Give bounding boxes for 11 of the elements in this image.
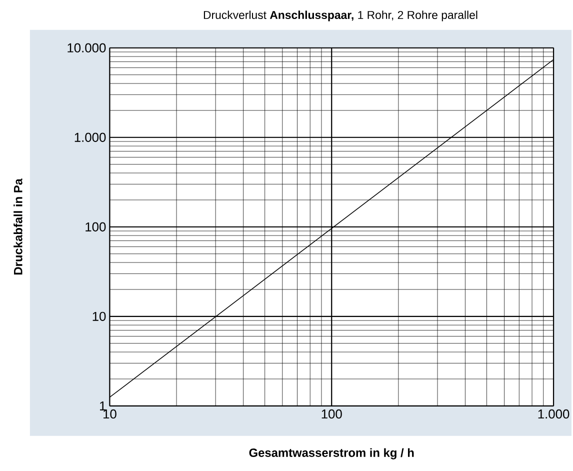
chart-title: Druckverlust Anschlusspaar, 1 Rohr, 2 Rohre parallel bbox=[204, 10, 478, 22]
x-tick-label: 1.000 bbox=[538, 410, 570, 419]
y-tick-label: 1.000 bbox=[74, 132, 106, 142]
x-tick-label: 10 bbox=[104, 410, 116, 419]
x-tick-label: 100 bbox=[322, 410, 342, 419]
y-tick-label: 100 bbox=[86, 222, 106, 232]
x-axis-title: Gesamtwasserstrom in kg / h bbox=[249, 448, 414, 460]
y-tick-label: 1 bbox=[100, 402, 106, 410]
y-tick-label: 10 bbox=[92, 312, 106, 322]
y-axis-title: Druckabfall in Pa bbox=[14, 178, 22, 275]
y-tick-label: 10.000 bbox=[68, 43, 106, 53]
